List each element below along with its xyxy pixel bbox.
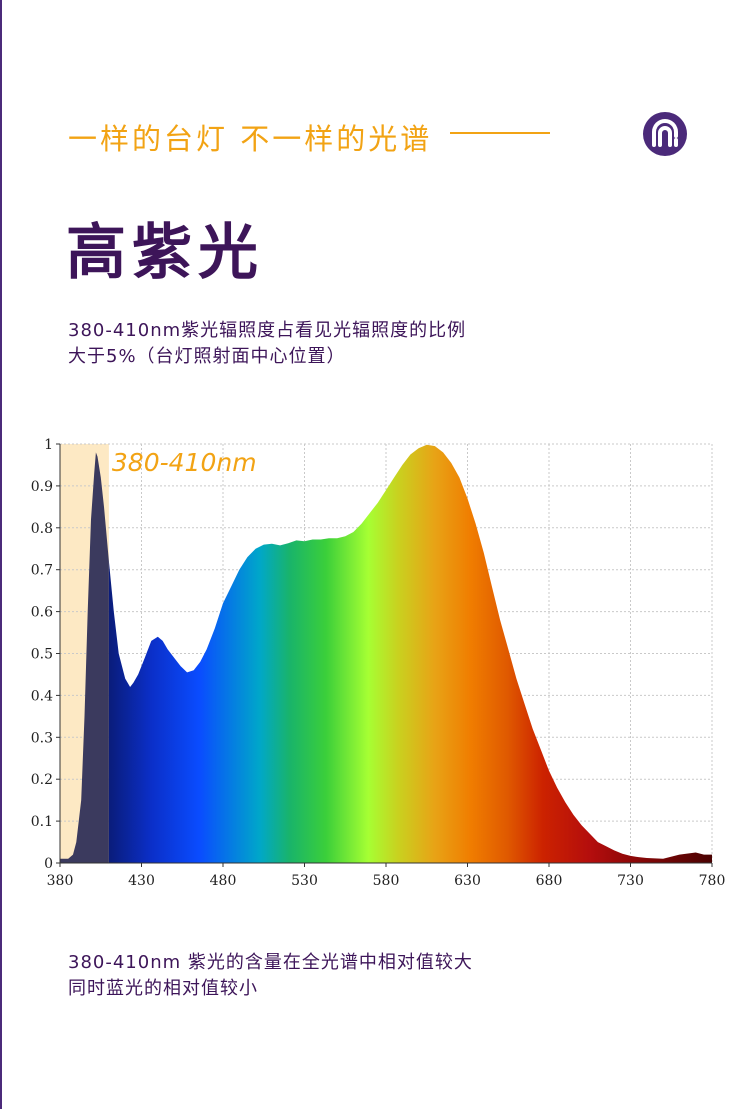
header: 一样的台灯 不一样的光谱 [68, 112, 688, 156]
y-tick-label: 0.2 [31, 772, 53, 788]
left-edge-line [0, 0, 2, 1109]
x-tick-label: 530 [291, 873, 318, 889]
y-tick-label: 0.6 [31, 605, 53, 621]
x-tick-label: 480 [210, 873, 237, 889]
y-tick-label: 0.1 [31, 814, 53, 830]
brand-logo-icon [643, 112, 687, 156]
y-tick-label: 0.4 [31, 688, 53, 704]
page-title: 高紫光 [66, 218, 264, 288]
x-tick-label: 730 [617, 873, 644, 889]
y-tick-label: 0.9 [31, 479, 53, 495]
x-tick-label: 580 [373, 873, 400, 889]
x-tick-label: 630 [454, 873, 481, 889]
y-tick-label: 0.7 [31, 563, 53, 579]
series-area-violet [60, 452, 109, 863]
y-tick-label: 0.8 [31, 521, 53, 537]
series-area-spectrum [108, 444, 712, 863]
tagline-divider [450, 132, 550, 134]
x-tick-label: 780 [699, 873, 726, 889]
footer-line-2: 同时蓝光的相对值较小 [68, 978, 258, 999]
highlight-label: 380-410nm [112, 448, 257, 477]
description-line-1: 380-410nm紫光辐照度占看见光辐照度的比例 [68, 320, 467, 341]
x-tick-label: 380 [47, 873, 74, 889]
x-tick-label: 430 [128, 873, 155, 889]
spectrum-chart-svg: 380 430 480 530 580 630 680 730 780 0 0.1 0.2 0.3 0.4… [31, 437, 726, 889]
y-tick-label: 1 [44, 437, 53, 453]
footer-line-1: 380-410nm 紫光的含量在全光谱中相对值较大 [68, 952, 473, 973]
y-tick-label: 0 [44, 856, 53, 872]
x-tick-label: 680 [536, 873, 563, 889]
y-tick-label: 0.5 [31, 647, 53, 663]
spectrum-chart: 380 430 480 530 580 630 680 730 780 0 0.1 0.2 0.3 0.4… [0, 430, 750, 900]
description-line-2: 大于5%（台灯照射面中心位置） [68, 346, 346, 367]
y-tick-label: 0.3 [31, 730, 53, 746]
tagline: 一样的台灯 不一样的光谱 [68, 122, 433, 156]
